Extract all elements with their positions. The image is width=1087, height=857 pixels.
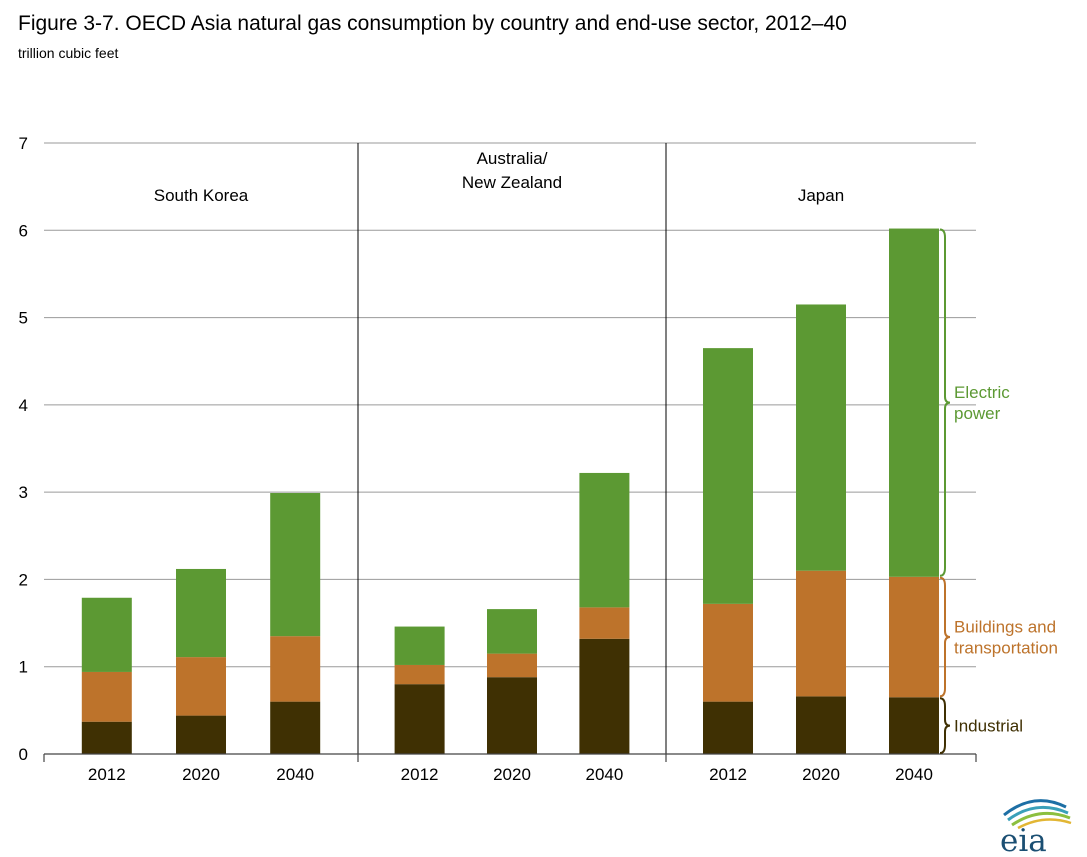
series-label: Electric bbox=[954, 383, 1010, 402]
bar-segment bbox=[579, 607, 630, 639]
eia-logo: eia bbox=[1000, 799, 1072, 853]
series-label: power bbox=[954, 404, 1001, 423]
bar-segment bbox=[579, 638, 630, 754]
y-tick-label: 6 bbox=[19, 221, 28, 240]
bar-segment bbox=[796, 304, 846, 571]
bar-segment bbox=[81, 721, 132, 754]
x-tick-label: 2012 bbox=[401, 765, 439, 784]
series-label: Buildings and bbox=[954, 618, 1056, 637]
bar-segment bbox=[703, 348, 753, 604]
eia-logo-text: eia bbox=[1000, 823, 1047, 853]
y-tick-label: 7 bbox=[19, 134, 28, 153]
bar-segment bbox=[270, 701, 321, 754]
bar-segment bbox=[270, 636, 321, 702]
group-label: Australia/ bbox=[477, 149, 548, 168]
y-tick-label: 1 bbox=[19, 658, 28, 677]
chart-title: Figure 3-7. OECD Asia natural gas consum… bbox=[18, 12, 847, 35]
series-brace bbox=[939, 697, 951, 754]
bar-segment bbox=[703, 701, 753, 754]
bar-segment bbox=[394, 626, 445, 665]
bar-segment bbox=[889, 697, 939, 754]
x-tick-label: 2040 bbox=[895, 765, 933, 784]
bar-segment bbox=[487, 609, 537, 654]
x-tick-label: 2040 bbox=[585, 765, 623, 784]
bar-segment bbox=[394, 684, 445, 754]
chart-subtitle: trillion cubic feet bbox=[18, 45, 119, 61]
bar-segment bbox=[796, 696, 846, 754]
x-tick-label: 2012 bbox=[709, 765, 747, 784]
series-label: transportation bbox=[954, 639, 1058, 658]
bar-segment bbox=[889, 576, 939, 698]
x-tick-label: 2040 bbox=[276, 765, 314, 784]
bar-segment bbox=[487, 677, 537, 754]
bar-segment bbox=[394, 664, 445, 685]
bar-segment bbox=[796, 570, 846, 697]
bar-segment bbox=[81, 597, 132, 672]
x-tick-label: 2020 bbox=[182, 765, 220, 784]
y-tick-label: 0 bbox=[19, 745, 28, 764]
series-brace bbox=[939, 576, 951, 698]
group-label: New Zealand bbox=[462, 173, 562, 192]
bar-segment bbox=[81, 671, 132, 722]
bar-segment bbox=[176, 568, 226, 658]
bar-segment bbox=[487, 653, 537, 678]
bar-segment bbox=[270, 493, 321, 637]
bar-segment bbox=[889, 228, 939, 577]
x-tick-label: 2012 bbox=[88, 765, 126, 784]
series-label: Industrial bbox=[954, 717, 1023, 736]
group-label: South Korea bbox=[154, 186, 249, 205]
x-tick-label: 2020 bbox=[802, 765, 840, 784]
bar-segment bbox=[703, 603, 753, 702]
bar-segment bbox=[176, 715, 226, 754]
x-tick-label: 2020 bbox=[493, 765, 531, 784]
y-tick-label: 4 bbox=[19, 396, 28, 415]
bar-segment bbox=[176, 657, 226, 716]
y-tick-label: 5 bbox=[19, 309, 28, 328]
series-brace bbox=[939, 228, 951, 577]
group-label: Japan bbox=[798, 186, 844, 205]
y-tick-label: 3 bbox=[19, 483, 28, 502]
y-tick-label: 2 bbox=[19, 570, 28, 589]
bar-segment bbox=[579, 472, 630, 608]
